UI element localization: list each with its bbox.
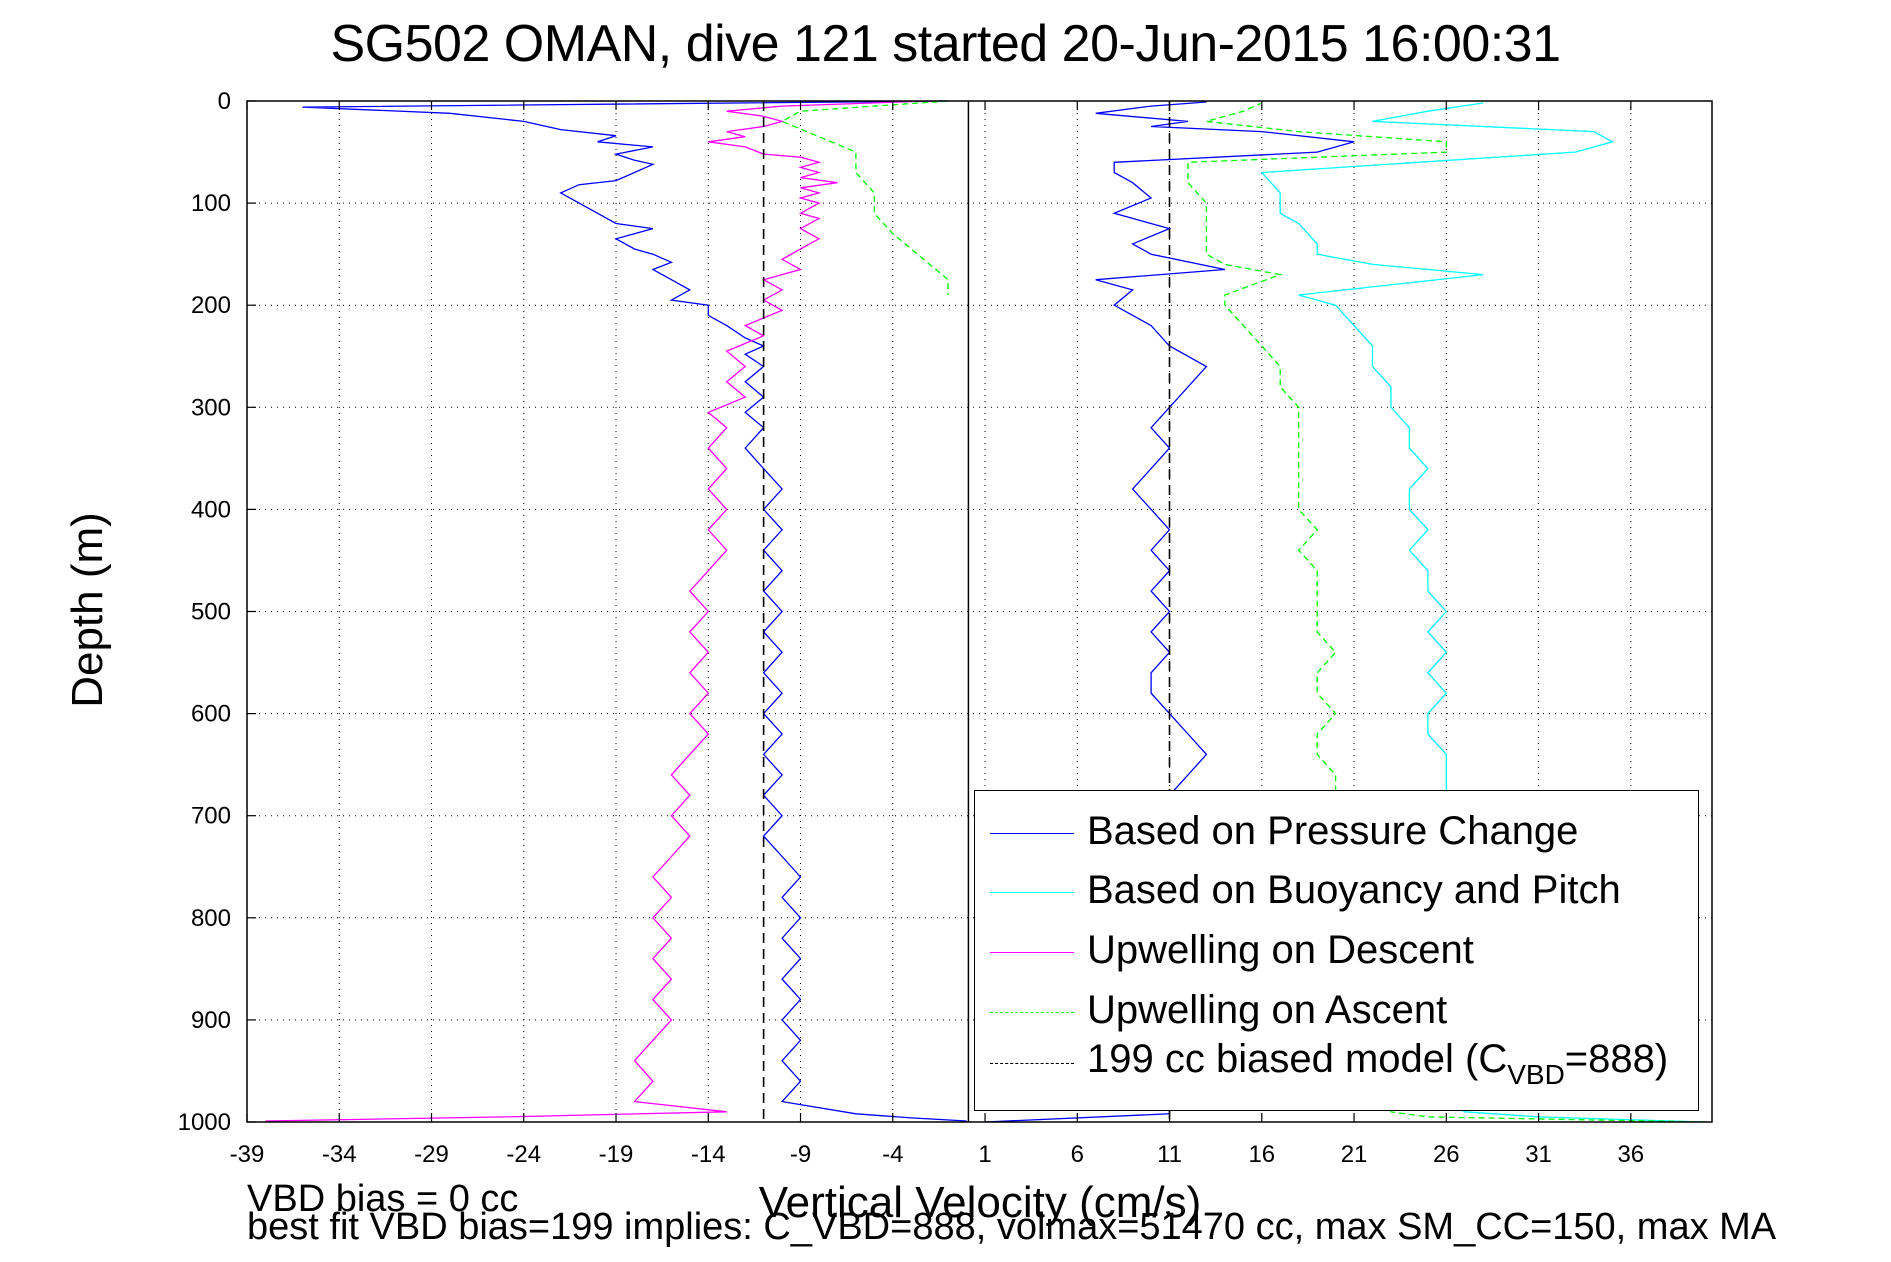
x-tick-label: 21 bbox=[1341, 1141, 1368, 1168]
x-tick-label: -34 bbox=[322, 1141, 357, 1168]
legend-swatch-cyan bbox=[990, 892, 1074, 893]
vbd-bias-note: VBD bias = 0 cc bbox=[247, 1178, 519, 1220]
y-tick-label: 800 bbox=[191, 905, 231, 932]
x-tick-label: 1 bbox=[978, 1141, 991, 1168]
legend-swatch-blue bbox=[990, 833, 1074, 834]
axes-frame bbox=[246, 100, 1713, 1123]
legend-label: 199 cc biased model (CVBD=888) bbox=[1087, 1037, 1669, 1090]
legend-item-upwelling-ascent: Upwelling on Ascent bbox=[975, 988, 1698, 1038]
y-tick-label: 0 bbox=[218, 88, 231, 115]
x-tick-label: 31 bbox=[1525, 1141, 1552, 1168]
legend-swatch-magenta bbox=[990, 952, 1074, 953]
legend-label-end: =888) bbox=[1564, 1037, 1669, 1081]
legend: Based on Pressure Change Based on Buoyan… bbox=[974, 790, 1699, 1111]
x-tick-label: -29 bbox=[414, 1141, 449, 1168]
x-axis-label: Vertical Velocity (cm/s) bbox=[758, 1178, 1202, 1227]
x-tick-label: -39 bbox=[230, 1141, 265, 1168]
legend-label-main: 199 cc biased model (C bbox=[1087, 1037, 1508, 1081]
legend-item-buoyancy-pitch: Based on Buoyancy and Pitch bbox=[975, 868, 1698, 918]
legend-item-biased-model: 199 cc biased model (CVBD=888) bbox=[975, 1037, 1698, 1090]
y-tick-label: 400 bbox=[191, 496, 231, 523]
x-tick-label: -4 bbox=[882, 1141, 903, 1168]
y-tick-label: 200 bbox=[191, 292, 231, 319]
y-tick-label: 600 bbox=[191, 701, 231, 728]
legend-swatch-green-dashed bbox=[990, 1012, 1074, 1013]
y-tick-label: 900 bbox=[191, 1007, 231, 1034]
y-tick-label: 100 bbox=[191, 190, 231, 217]
best-fit-note: best fit VBD bias=199 implies: C_VBD=888… bbox=[247, 1206, 1777, 1248]
chart-title: SG502 OMAN, dive 121 started 20-Jun-2015… bbox=[330, 15, 1561, 73]
x-tick-label: 11 bbox=[1157, 1141, 1182, 1168]
series-line-upwelling-on-descent bbox=[265, 100, 930, 1122]
legend-label: Upwelling on Descent bbox=[1087, 928, 1474, 972]
x-tick-label: -9 bbox=[790, 1141, 811, 1168]
tick-labels: -39 -34 -29 -24 -19 -14 -9 -4 1 6 11 16 21 26 31 360100… bbox=[178, 88, 1645, 1168]
legend-label-subscript: VBD bbox=[1507, 1059, 1565, 1090]
y-tick-label: 300 bbox=[191, 394, 231, 421]
x-tick-label: 36 bbox=[1617, 1141, 1644, 1168]
y-tick-label: 1000 bbox=[178, 1109, 231, 1136]
x-tick-label: 6 bbox=[1071, 1141, 1084, 1168]
legend-label: Based on Pressure Change bbox=[1087, 809, 1579, 853]
legend-item-upwelling-descent: Upwelling on Descent bbox=[975, 928, 1698, 978]
y-axis-label: Depth (m) bbox=[63, 512, 112, 708]
x-tick-label: -24 bbox=[506, 1141, 541, 1168]
x-tick-label: 26 bbox=[1433, 1141, 1460, 1168]
legend-label: Upwelling on Ascent bbox=[1087, 988, 1448, 1032]
y-tick-label: 500 bbox=[191, 599, 231, 626]
x-tick-label: -14 bbox=[691, 1141, 726, 1168]
legend-swatch-black-dashed bbox=[990, 1063, 1074, 1064]
axes bbox=[246, 100, 1713, 1123]
series-line-based-on-pressure-change-descent- bbox=[302, 100, 967, 1122]
x-tick-label: -19 bbox=[599, 1141, 634, 1168]
legend-item-pressure-change: Based on Pressure Change bbox=[975, 809, 1698, 859]
y-tick-label: 700 bbox=[191, 803, 231, 830]
series-line-upwelling-on-ascent-descent-panel- bbox=[780, 100, 949, 295]
x-tick-label: 16 bbox=[1248, 1141, 1275, 1168]
legend-label: Based on Buoyancy and Pitch bbox=[1087, 868, 1621, 912]
